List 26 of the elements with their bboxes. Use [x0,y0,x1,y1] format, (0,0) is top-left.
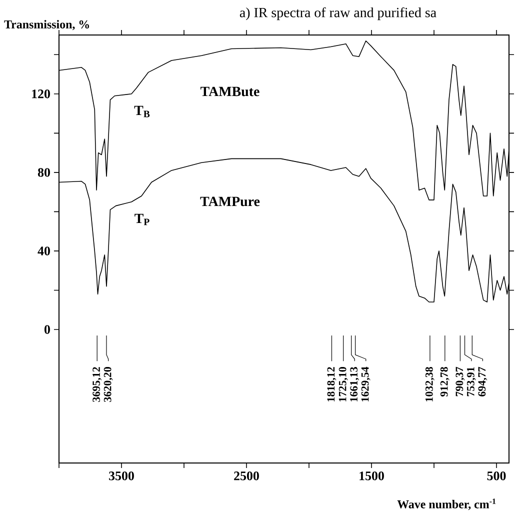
ref-line-label: 753,91 [466,367,476,396]
annotation: T$_{P}$ [134,214,150,226]
ref-line-label: 790,37 [456,366,465,396]
x-tick-label: 500 [487,472,506,480]
ref-line-label: 1032,38 [425,367,434,402]
chart-title: a) IR spectra of raw and purified sa [240,7,436,20]
ref-line-label: 3695,12 [92,367,102,402]
y-tick-label: 0 [44,325,50,334]
ref-line-label: 694,77 [478,366,488,396]
ref-line-label: 1629,54 [361,366,370,402]
ref-line-label: 1818,12 [327,367,336,402]
y-tick-label: 120 [32,90,50,98]
x-tick-label: 2500 [234,472,259,480]
y-axis-title: Transmission, % [4,20,90,30]
ref-line-label: 912,78 [440,367,450,396]
x-axis-title: Wave number, cm$^{-1}$ [397,498,496,510]
ref-line-label: 3620,20 [104,367,113,402]
text: TAMBute [200,86,260,96]
y-tick-label: 40 [38,246,50,256]
x-tick-label: 1500 [360,472,384,480]
x-tick-label: 3500 [109,472,134,480]
annotation: T$_{B}$ [134,106,150,118]
text: TAMPure [200,196,260,206]
ref-line-label: 1661,13 [350,367,360,402]
y-tick-label: 80 [38,168,50,177]
ref-line-label: 1725,10 [338,367,348,402]
